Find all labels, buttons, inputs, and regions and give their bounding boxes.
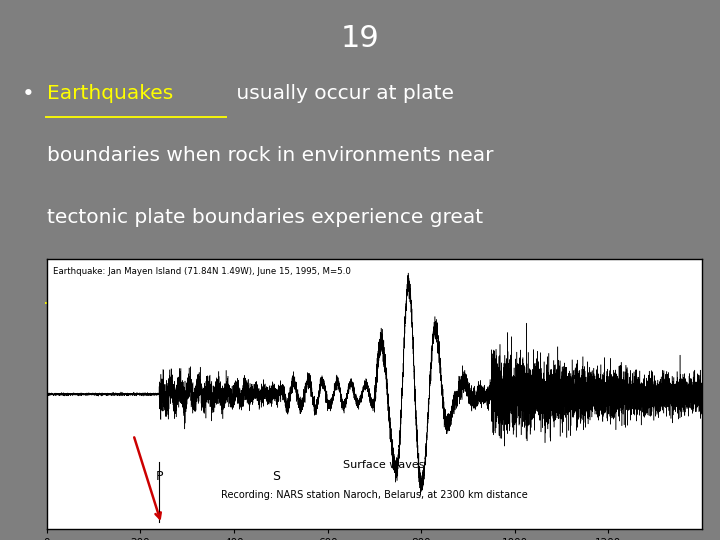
- Text: Earthquakes: Earthquakes: [47, 84, 173, 103]
- Text: .: .: [128, 270, 135, 289]
- Text: Recording: NARS station Naroch, Belarus, at 2300 km distance: Recording: NARS station Naroch, Belarus,…: [221, 489, 528, 500]
- Text: 19: 19: [341, 24, 379, 53]
- Text: tectonic plate boundaries experience great: tectonic plate boundaries experience gre…: [47, 208, 483, 227]
- Text: •: •: [22, 84, 35, 104]
- Text: P: P: [156, 470, 163, 483]
- Text: Surface waves: Surface waves: [343, 460, 425, 470]
- Text: usually occur at plate: usually occur at plate: [230, 84, 454, 103]
- Text: Earthquake: Jan Mayen Island (71.84N 1.49W), June 15, 1995, M=5.0: Earthquake: Jan Mayen Island (71.84N 1.4…: [53, 267, 351, 276]
- Text: stress: stress: [47, 270, 107, 289]
- Text: boundaries when rock in environments near: boundaries when rock in environments nea…: [47, 146, 493, 165]
- Text: S: S: [272, 470, 280, 483]
